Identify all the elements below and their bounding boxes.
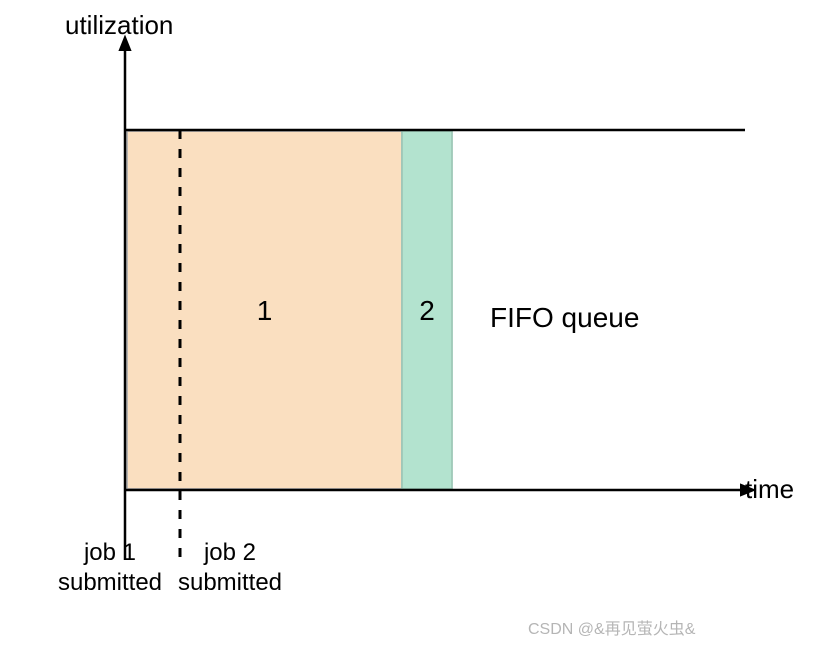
- y-axis-label: utilization: [65, 10, 173, 40]
- job2-label-line1: job 2: [203, 539, 256, 566]
- job2-label-line2: submitted: [178, 569, 282, 596]
- watermark-text: CSDN @&再见萤火虫&: [528, 615, 695, 639]
- job1-label-line1: job 1: [83, 539, 136, 566]
- job1-label-line2: submitted: [58, 569, 162, 596]
- queue-type-label: FIFO queue: [490, 302, 639, 333]
- bar-label-job2: 2: [419, 295, 435, 326]
- fifo-queue-diagram: 1 2 utilization time FIFO queue job 1 submitte…: [0, 0, 814, 652]
- bar-label-job1: 1: [257, 295, 273, 326]
- x-axis-label: time: [745, 474, 794, 504]
- diagram-container: 1 2 utilization time FIFO queue job 1 submitte…: [0, 0, 814, 652]
